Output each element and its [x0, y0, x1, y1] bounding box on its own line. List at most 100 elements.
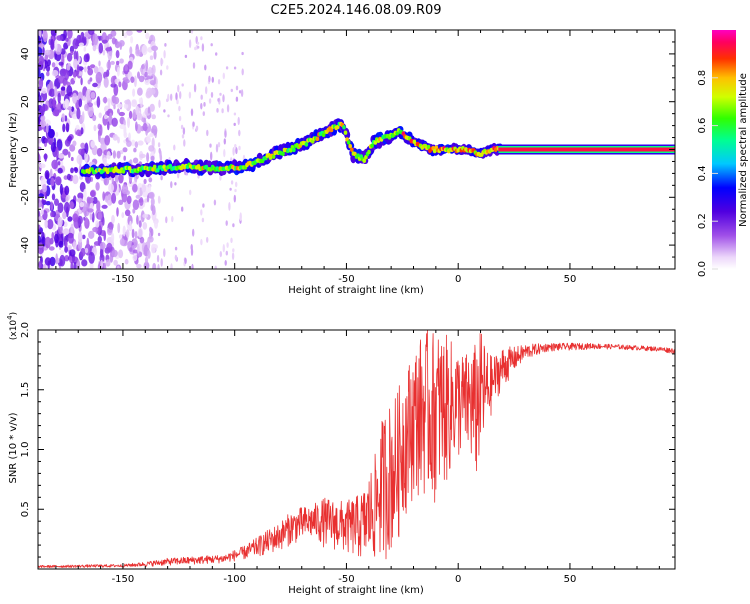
colorbar-gradient: [712, 30, 736, 269]
ridge-band-core: [498, 147, 675, 152]
heatmap-noise-cell: [174, 182, 177, 186]
heatmap-noise-cell: [119, 238, 125, 246]
heatmap-noise-cell: [57, 216, 63, 228]
heatmap-noise-cell: [77, 91, 83, 103]
heatmap-noise-cell: [96, 96, 101, 108]
heatmap-noise-cell: [146, 135, 151, 143]
heatmap-noise-cell: [124, 99, 131, 105]
heatmap-noise-cell: [113, 104, 116, 110]
heatmap-noise-cell: [70, 156, 74, 162]
heatmap-noise-cell: [202, 203, 205, 208]
bot-x-tick-label-1: -100: [223, 574, 246, 585]
heatmap-noise-cell: [181, 206, 184, 212]
heatmap-noise-cell: [47, 128, 55, 139]
heatmap-noise-cell: [111, 232, 115, 243]
heatmap-noise-cell: [139, 153, 146, 159]
heatmap-noise-cell: [46, 71, 50, 77]
heatmap-noise-cell: [66, 52, 73, 62]
heatmap-noise-cell: [69, 201, 74, 210]
heatmap-ridge-core: [289, 148, 293, 153]
heatmap-noise-cell: [136, 214, 139, 225]
heatmap-noise-cell: [132, 109, 137, 119]
heatmap-ridge-core: [367, 149, 371, 155]
heatmap-noise-cell: [181, 134, 185, 139]
heatmap-noise-cell: [145, 32, 150, 40]
bot-x-tick-label-2: -50: [338, 574, 354, 585]
heatmap-noise-cell: [222, 72, 225, 80]
heatmap-noise-cell: [83, 46, 87, 52]
heatmap-ridge-core: [281, 151, 285, 156]
heatmap-noise-cell: [149, 55, 154, 60]
heatmap-noise-cell: [48, 246, 55, 251]
heatmap-noise-cell: [119, 42, 123, 50]
heatmap-noise-cell: [56, 35, 63, 41]
heatmap-noise-cell: [116, 60, 120, 65]
heatmap-noise-cell: [112, 134, 119, 141]
heatmap-noise-cell: [87, 105, 94, 117]
heatmap-noise-cell: [210, 91, 214, 98]
heatmap-noise-cell: [67, 135, 73, 142]
heatmap-noise-cell: [147, 66, 153, 77]
heatmap-noise-cell: [241, 68, 244, 76]
heatmap-noise-cell: [118, 81, 122, 88]
heatmap-noise-cell: [65, 37, 69, 42]
heatmap-noise-cell: [59, 254, 66, 267]
heatmap-noise-cell: [151, 64, 156, 75]
heatmap-noise-cell: [38, 224, 41, 230]
heatmap-ridge-core: [329, 127, 334, 133]
heatmap-noise-cell: [107, 200, 111, 206]
heatmap-noise-cell: [105, 47, 112, 52]
heatmap-noise-cell: [62, 148, 69, 156]
heatmap-noise-cell: [84, 151, 88, 163]
heatmap-noise-cell: [55, 131, 59, 138]
heatmap-noise-cell: [101, 204, 108, 209]
heatmap-noise-cell: [106, 151, 111, 160]
heatmap-noise-cell: [98, 60, 101, 67]
heatmap-noise-cell: [170, 93, 173, 102]
snr-panel: -150 -100 -50 0 50 0.5 1.0 1.5 2.0 (x104…: [6, 312, 676, 596]
heatmap-noise-cell: [58, 75, 65, 84]
heatmap-noise-cell: [111, 214, 115, 224]
heatmap-noise-cell: [238, 129, 241, 137]
heatmap-noise-cell: [205, 86, 208, 95]
heatmap-noise-cell: [45, 123, 49, 134]
bot-x-tick-label-3: 0: [455, 574, 461, 585]
heatmap-noise-cell: [163, 248, 166, 258]
heatmap-noise-cell: [112, 150, 116, 159]
heatmap-noise-cell: [95, 220, 100, 228]
heatmap-noise-cell: [38, 55, 45, 66]
heatmap-noise-cell: [87, 30, 95, 36]
heatmap-noise-cell: [147, 250, 151, 259]
heatmap-noise-cell: [235, 181, 238, 188]
heatmap-noise-cell: [72, 140, 77, 147]
heatmap-noise-cell: [62, 211, 67, 220]
heatmap-noise-cell: [123, 131, 128, 138]
heatmap-noise-cell: [148, 145, 155, 152]
heatmap-noise-cell: [108, 183, 115, 193]
heatmap-noise-cell: [148, 88, 156, 95]
heatmap-noise-cell: [147, 75, 154, 80]
heatmap-noise-cell: [132, 157, 139, 164]
heatmap-noise-cell: [210, 43, 213, 47]
heatmap-noise-cell: [77, 215, 83, 225]
heatmap-noise-cell: [83, 188, 87, 201]
heatmap-noise-cell: [72, 241, 77, 250]
heatmap-noise-cell: [234, 144, 237, 148]
heatmap-noise-cell: [78, 98, 83, 108]
heatmap-noise-cell: [44, 138, 49, 144]
snr-y-multiplier-close: ): [9, 312, 19, 316]
heatmap-noise-cell: [208, 98, 212, 104]
heatmap-noise-cell: [86, 196, 91, 204]
colorbar-tick-label-4: 0.8: [697, 70, 708, 86]
heatmap-noise-cell: [67, 232, 74, 244]
heatmap-noise-cell: [38, 35, 41, 45]
heatmap-noise-cell: [178, 105, 181, 112]
heatmap-noise-cell: [137, 71, 140, 79]
heatmap-noise-cell: [86, 237, 90, 250]
heatmap-noise-cell: [111, 176, 115, 185]
heatmap-noise-cell: [119, 58, 124, 64]
heatmap-noise-cell: [96, 147, 103, 157]
heatmap-noise-cell: [235, 96, 239, 102]
heatmap-noise-cell: [166, 98, 169, 103]
heatmap-noise-cell: [171, 215, 174, 223]
